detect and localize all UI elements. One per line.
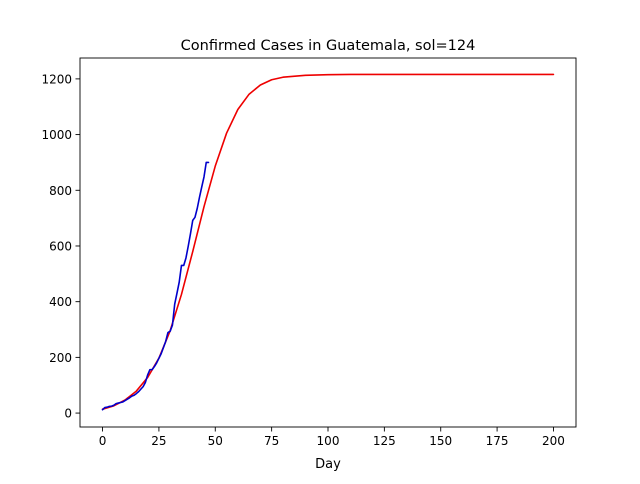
x-tick-label: 50 xyxy=(208,434,223,448)
y-tick-label: 1000 xyxy=(41,128,72,142)
x-axis-label: Day xyxy=(315,457,341,472)
x-tick-label: 175 xyxy=(486,434,509,448)
x-tick-label: 25 xyxy=(151,434,166,448)
series-line-1 xyxy=(101,161,210,411)
x-tick-label: 75 xyxy=(264,434,279,448)
x-tick-label: 0 xyxy=(99,434,107,448)
x-tick-label: 150 xyxy=(429,434,452,448)
x-tick-label: 125 xyxy=(373,434,396,448)
y-tick-label: 200 xyxy=(49,351,72,365)
y-tick-label: 400 xyxy=(49,295,72,309)
y-tick-label: 800 xyxy=(49,184,72,198)
chart-title: Confirmed Cases in Guatemala, sol=124 xyxy=(181,38,476,54)
y-tick-label: 0 xyxy=(64,407,72,421)
x-tick-label: 100 xyxy=(317,434,340,448)
x-tick-label: 200 xyxy=(542,434,565,448)
y-tick-label: 1200 xyxy=(41,72,72,86)
plot-area: 0 25 50 75 100 125 150 175 200 0 200 400 600 800 1000 1… xyxy=(41,57,577,448)
y-tick-label: 600 xyxy=(49,239,72,253)
